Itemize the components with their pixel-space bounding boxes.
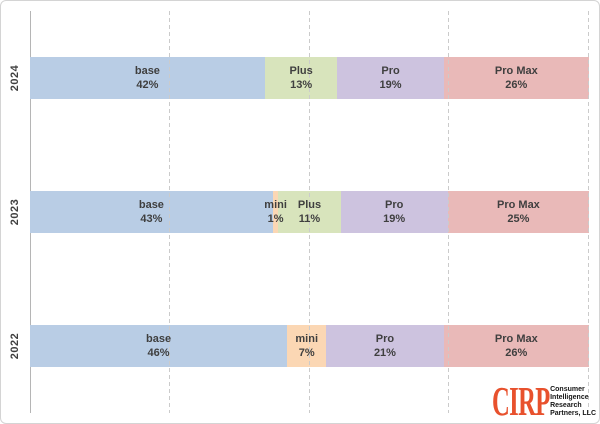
segment-label: Pro 19%: [379, 65, 402, 91]
segment-label: base 43%: [138, 199, 164, 225]
segment-label: Pro 19%: [383, 199, 406, 225]
bar-segment-2022-pro-max: Pro Max 26%: [443, 325, 589, 367]
segment-label: Plus 13%: [289, 65, 313, 91]
bar-segment-2023-pro-max: Pro Max 25%: [447, 191, 589, 233]
bar-segment-2022-base: base 46%: [30, 325, 288, 367]
segment-label: Pro Max 25%: [497, 199, 540, 225]
bar-row-2024: base 42% Plus 13% Pro 19% Pro Max 26%: [30, 11, 589, 145]
gridline-100pct: [588, 11, 589, 413]
bar-segment-2024-pro-max: Pro Max 26%: [443, 57, 589, 99]
stacked-bar-2023: base 43% mini 1% Plus 11% Pro 19% Pro Max 25%: [30, 191, 589, 233]
bar-segment-2023-mini: mini 1%: [264, 191, 287, 233]
segment-label: mini 1%: [264, 199, 287, 225]
bar-segment-2022-mini: mini 7%: [287, 325, 327, 367]
cirp-logo-line: Partners, LLC: [550, 410, 596, 417]
stacked-bar-2024: base 42% Plus 13% Pro 19% Pro Max 26%: [30, 57, 589, 99]
bar-row-2022: base 46% mini 7% Pro 21% Pro Max 26%: [30, 279, 589, 413]
bar-segment-2022-pro: Pro 21%: [326, 325, 444, 367]
bar-segment-2023-base: base 43%: [30, 191, 273, 233]
segment-label: Plus 11%: [297, 199, 322, 225]
stacked-bar-2022: base 46% mini 7% Pro 21% Pro Max 26%: [30, 325, 589, 367]
cirp-logo-line: Consumer: [550, 386, 585, 393]
segment-label: mini 7%: [295, 333, 319, 359]
bar-row-2023: base 43% mini 1% Plus 11% Pro 19% Pro Max 25%: [30, 145, 589, 279]
segment-label: Pro 21%: [373, 333, 396, 359]
bar-rows: base 42% Plus 13% Pro 19% Pro Max 26% base 43% min…: [30, 11, 589, 413]
bar-segment-2024-pro: Pro 19%: [337, 57, 444, 99]
bar-segment-2023-pro: Pro 19%: [340, 191, 448, 233]
gridline-75pct: [448, 11, 450, 413]
segment-label: base 42%: [134, 65, 160, 91]
cirp-logo-brand: CIRP: [492, 378, 550, 424]
segment-label: Pro Max 26%: [494, 65, 538, 91]
cirp-logo-company-name: Consumer Intelligence Research Partners,…: [550, 386, 596, 418]
gridline-50pct: [308, 11, 310, 413]
axis-label-2022: 2022: [9, 332, 22, 360]
gridline-25pct: [168, 11, 170, 413]
bar-segment-2024-base: base 42%: [30, 57, 265, 99]
bar-segment-2024-plus: Plus 13%: [264, 57, 338, 99]
axis-label-2023: 2023: [9, 198, 22, 226]
cirp-logo-text: CIRP: [492, 378, 550, 424]
segment-label: base 46%: [146, 333, 172, 359]
plot-area: base 42% Plus 13% Pro 19% Pro Max 26% base 43% min…: [30, 11, 589, 413]
axis-label-2024: 2024: [9, 64, 22, 92]
cirp-logo: CIRP Consumer Intelligence Research Part…: [492, 378, 596, 424]
cirp-logo-line: Research: [550, 402, 582, 409]
segment-label: Pro Max 26%: [494, 333, 538, 359]
cirp-logo-line: Intelligence: [550, 394, 589, 401]
